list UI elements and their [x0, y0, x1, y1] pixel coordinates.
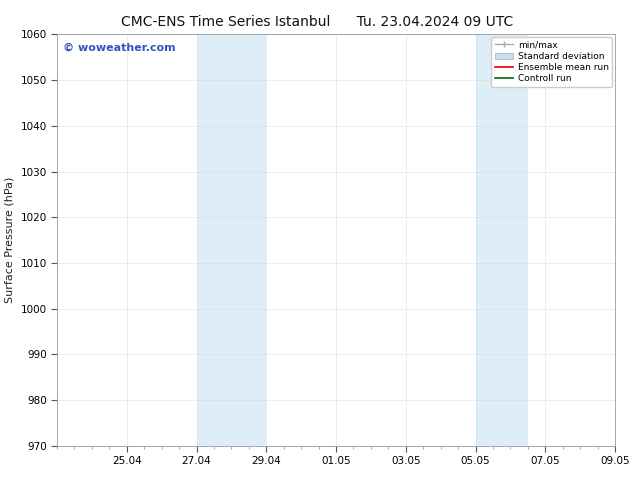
- Text: © woweather.com: © woweather.com: [63, 43, 175, 52]
- Y-axis label: Surface Pressure (hPa): Surface Pressure (hPa): [5, 177, 15, 303]
- Bar: [197, 34, 266, 446]
- Legend: min/max, Standard deviation, Ensemble mean run, Controll run: min/max, Standard deviation, Ensemble me…: [491, 37, 612, 87]
- Bar: [476, 34, 528, 446]
- Text: CMC-ENS Time Series Istanbul      Tu. 23.04.2024 09 UTC: CMC-ENS Time Series Istanbul Tu. 23.04.2…: [121, 15, 513, 29]
